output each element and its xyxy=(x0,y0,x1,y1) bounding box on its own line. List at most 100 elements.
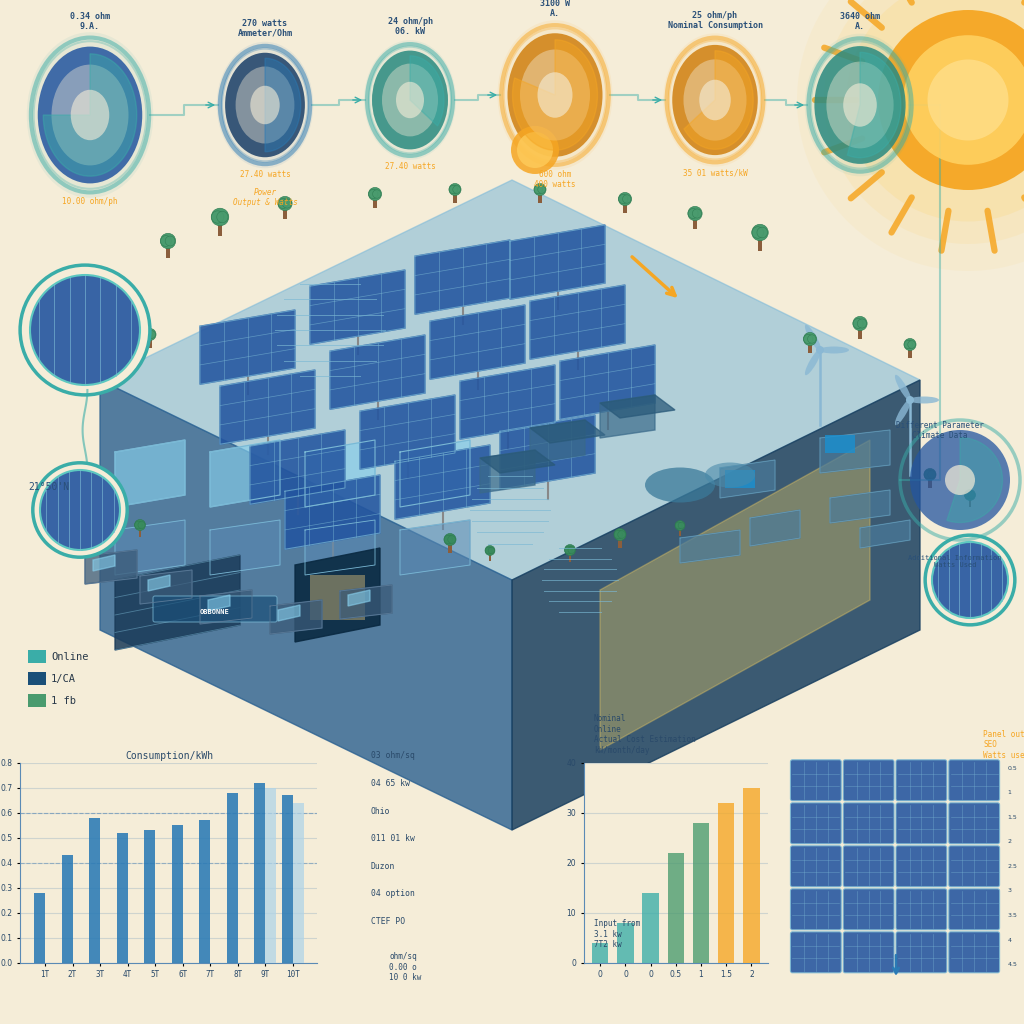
Ellipse shape xyxy=(372,50,449,150)
Circle shape xyxy=(485,546,495,555)
Bar xyxy=(725,470,755,488)
Ellipse shape xyxy=(672,45,758,155)
Text: Panel output
SEO
Watts used: Panel output SEO Watts used xyxy=(983,730,1024,760)
Circle shape xyxy=(618,195,628,204)
FancyBboxPatch shape xyxy=(949,846,999,887)
Text: Different Parameter
Climate Data: Different Parameter Climate Data xyxy=(896,421,984,440)
Polygon shape xyxy=(200,310,295,384)
Polygon shape xyxy=(305,520,375,575)
Circle shape xyxy=(33,463,127,557)
Circle shape xyxy=(447,536,456,544)
Text: 21°50'N: 21°50'N xyxy=(28,482,70,492)
Polygon shape xyxy=(530,420,585,463)
FancyBboxPatch shape xyxy=(791,932,842,973)
Ellipse shape xyxy=(71,90,110,140)
Circle shape xyxy=(161,236,171,247)
Bar xyxy=(539,195,542,203)
Circle shape xyxy=(369,189,378,199)
FancyBboxPatch shape xyxy=(843,803,894,844)
Bar xyxy=(148,340,152,348)
Ellipse shape xyxy=(520,49,590,140)
FancyBboxPatch shape xyxy=(949,889,999,930)
Text: 10.00 ohm/ph: 10.00 ohm/ph xyxy=(62,197,118,206)
Polygon shape xyxy=(720,460,775,498)
Text: 24 ohm/ph
06. kW: 24 ohm/ph 06. kW xyxy=(387,16,432,36)
Circle shape xyxy=(623,195,631,203)
Circle shape xyxy=(20,265,150,395)
Ellipse shape xyxy=(645,468,715,503)
Circle shape xyxy=(373,189,381,199)
Polygon shape xyxy=(600,440,870,750)
Circle shape xyxy=(808,335,816,343)
Ellipse shape xyxy=(40,285,56,311)
Ellipse shape xyxy=(250,86,280,124)
Ellipse shape xyxy=(805,349,821,375)
Bar xyxy=(668,853,684,963)
Polygon shape xyxy=(210,520,280,575)
Circle shape xyxy=(138,521,145,528)
Text: 1/CA: 1/CA xyxy=(51,674,76,684)
Ellipse shape xyxy=(508,33,602,157)
Circle shape xyxy=(279,199,288,209)
Circle shape xyxy=(965,492,973,499)
Text: 2.5: 2.5 xyxy=(1008,864,1017,868)
Circle shape xyxy=(30,275,140,385)
Text: 03 ohm/sq: 03 ohm/sq xyxy=(371,752,415,760)
Bar xyxy=(617,923,634,963)
Circle shape xyxy=(908,341,915,348)
Text: Additional Information
Watts Used: Additional Information Watts Used xyxy=(908,555,1001,568)
FancyBboxPatch shape xyxy=(949,760,999,801)
Polygon shape xyxy=(310,270,406,344)
Text: Online: Online xyxy=(51,652,88,662)
Bar xyxy=(226,793,238,963)
Ellipse shape xyxy=(819,346,849,353)
Circle shape xyxy=(945,465,975,495)
Ellipse shape xyxy=(909,396,939,403)
Ellipse shape xyxy=(498,20,612,170)
Polygon shape xyxy=(500,415,595,489)
Text: 3: 3 xyxy=(1008,889,1012,893)
Text: 1: 1 xyxy=(1008,791,1012,795)
Bar xyxy=(293,803,304,963)
Text: Duzon: Duzon xyxy=(371,862,395,870)
Text: 270 watts
Ammeter/Ohm: 270 watts Ammeter/Ohm xyxy=(238,18,293,38)
Circle shape xyxy=(278,197,292,211)
Polygon shape xyxy=(200,590,252,624)
Circle shape xyxy=(617,530,626,539)
Polygon shape xyxy=(220,370,315,444)
Polygon shape xyxy=(400,440,470,507)
Polygon shape xyxy=(513,40,597,151)
FancyBboxPatch shape xyxy=(843,932,894,973)
Bar xyxy=(825,435,855,453)
Bar xyxy=(28,650,46,663)
Ellipse shape xyxy=(511,126,559,174)
Bar xyxy=(172,825,182,963)
Polygon shape xyxy=(100,180,920,580)
Circle shape xyxy=(675,520,685,530)
Circle shape xyxy=(688,207,702,220)
Text: ohm/sq
0.00 o
10 0 kw: ohm/sq 0.00 o 10 0 kw xyxy=(389,952,422,982)
Polygon shape xyxy=(148,575,170,591)
Bar xyxy=(454,195,457,203)
Ellipse shape xyxy=(38,47,142,183)
Ellipse shape xyxy=(54,306,84,313)
FancyBboxPatch shape xyxy=(896,932,947,973)
Polygon shape xyxy=(340,585,392,618)
Circle shape xyxy=(84,500,93,509)
Circle shape xyxy=(134,521,142,528)
Circle shape xyxy=(928,59,1009,140)
Bar xyxy=(568,555,571,562)
Circle shape xyxy=(925,536,1015,625)
FancyBboxPatch shape xyxy=(791,846,842,887)
Bar xyxy=(449,545,452,553)
Text: OBBONNE: OBBONNE xyxy=(200,609,229,615)
Polygon shape xyxy=(400,520,470,575)
Circle shape xyxy=(618,193,632,206)
Bar xyxy=(28,672,46,685)
Polygon shape xyxy=(85,550,137,584)
Circle shape xyxy=(485,547,493,554)
Ellipse shape xyxy=(40,309,56,335)
Bar xyxy=(117,833,128,963)
Polygon shape xyxy=(250,430,345,504)
Text: 0.34 ohm
9.A.: 0.34 ohm 9.A. xyxy=(70,11,110,31)
